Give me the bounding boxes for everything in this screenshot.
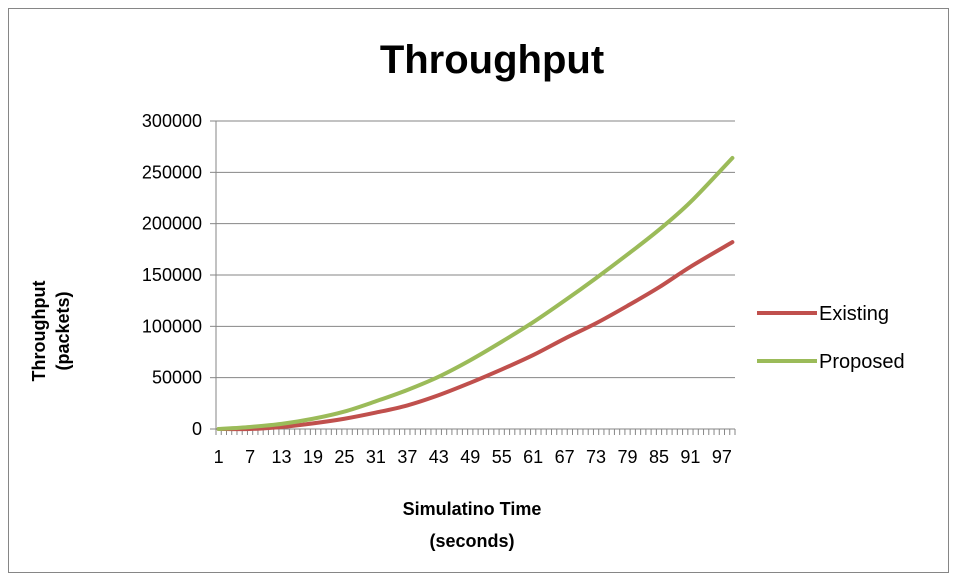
series-lines [216, 155, 735, 432]
x-axis-title-line2: (seconds) [429, 531, 514, 551]
gridlines [216, 120, 735, 379]
y-axis-title-line2: (packets) [53, 291, 73, 370]
x-tick-label: 55 [492, 447, 512, 467]
y-axis-title-line1: Throughput [29, 281, 49, 382]
x-tick-label: 25 [334, 447, 354, 467]
x-axis-title-line1: Simulatino Time [403, 499, 542, 519]
series-line-existing [216, 240, 735, 432]
chart-title: Throughput [380, 38, 604, 82]
y-axis-ticks: 0 50000 100000 150000 200000 250000 300000 [142, 111, 217, 439]
x-tick-label: 49 [460, 447, 480, 467]
x-tick-label: 7 [245, 447, 255, 467]
legend: Existing Proposed [757, 303, 905, 373]
y-tick-label: 300000 [142, 111, 202, 131]
x-tick-label: 73 [586, 447, 606, 467]
legend-label-proposed: Proposed [819, 351, 905, 373]
x-tick-label: 1 [214, 447, 224, 467]
y-axis-title: Throughput (packets) [29, 281, 73, 382]
y-tick-label: 150000 [142, 265, 202, 285]
series-line-proposed [216, 155, 735, 431]
x-tick-label: 79 [618, 447, 638, 467]
x-tick-label: 97 [712, 447, 732, 467]
y-tick-label: 100000 [142, 316, 202, 336]
x-tick-label: 67 [555, 447, 575, 467]
throughput-chart: Throughput 0 50000 100000 150000 200000 25000… [29, 38, 905, 551]
x-axis: 1 7 13 19 25 31 37 43 49 55 61 67 73 79 85 91 97 [214, 428, 736, 467]
y-tick-label: 200000 [142, 214, 202, 234]
y-tick-label: 0 [192, 419, 202, 439]
x-tick-label: 85 [649, 447, 669, 467]
y-tick-label: 50000 [152, 368, 202, 388]
x-tick-label: 19 [303, 447, 323, 467]
x-tick-label: 31 [366, 447, 386, 467]
x-tick-label: 91 [680, 447, 700, 467]
x-tick-label: 37 [397, 447, 417, 467]
chart-frame: Throughput 0 50000 100000 150000 200000 25000… [8, 8, 949, 573]
y-tick-label: 250000 [142, 162, 202, 182]
x-tick-label: 13 [272, 447, 292, 467]
legend-label-existing: Existing [819, 303, 889, 325]
x-tick-label: 43 [429, 447, 449, 467]
x-tick-label: 61 [523, 447, 543, 467]
